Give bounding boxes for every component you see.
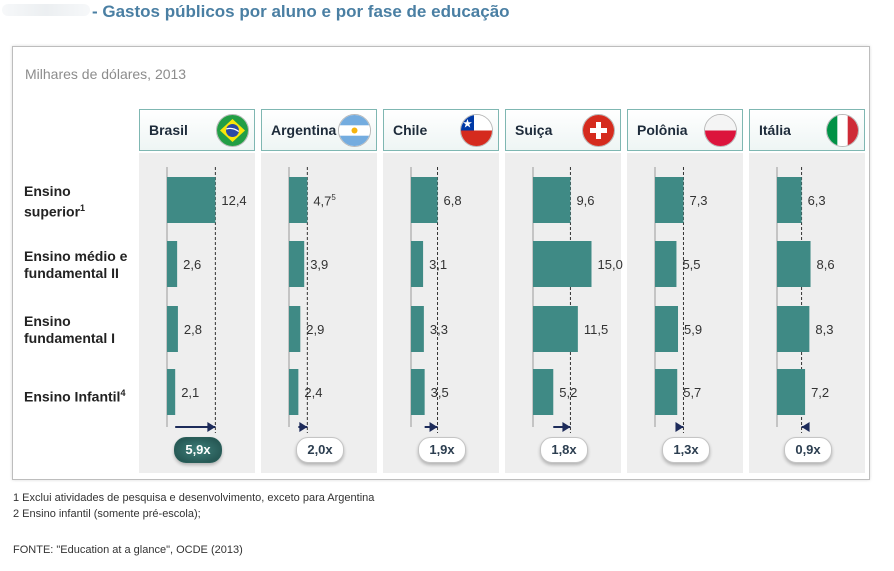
bar — [533, 177, 571, 223]
brazil-flag-icon — [216, 114, 249, 147]
value-label: 9,6 — [576, 193, 595, 208]
country-name: Argentina — [271, 122, 337, 138]
value-label: 2,8 — [183, 322, 202, 337]
value-label: 2,6 — [183, 257, 202, 272]
footnote-2: 2 Ensino infantil (somente pré-escola); — [13, 508, 201, 520]
bar — [533, 241, 592, 287]
value-label: 11,5 — [583, 322, 609, 337]
page-title: - Gastos públicos por aluno e por fase d… — [92, 2, 510, 21]
value-label: 3,3 — [429, 322, 448, 337]
value-label: 3,9 — [310, 257, 329, 272]
country-header: Polônia — [627, 109, 743, 151]
value-label: 2,1 — [181, 385, 200, 400]
value-label: 5,9 — [684, 322, 703, 337]
country-name: Polônia — [637, 122, 688, 138]
value-label: 3,5 — [430, 385, 449, 400]
bar — [167, 241, 178, 287]
bar — [777, 306, 810, 352]
units-label: Milhares de dólares, 2013 — [25, 66, 187, 82]
bar — [655, 306, 679, 352]
bar — [655, 369, 678, 415]
country-name: Brasil — [149, 122, 188, 138]
country-header: Brasil — [139, 109, 255, 151]
ratio-arrow-head — [429, 422, 438, 432]
value-label: 7,2 — [811, 385, 830, 400]
blurred-logo — [2, 4, 90, 16]
value-label: 6,8 — [443, 193, 462, 208]
bar — [777, 241, 811, 287]
value-label: 4,75 — [313, 193, 336, 209]
value-label: 2,4 — [304, 385, 323, 400]
ratio-arrow-head — [562, 422, 571, 432]
footnote-1: 1 Exclui atividades de pesquisa e desenv… — [13, 492, 375, 504]
chile-flag-icon — [460, 114, 493, 147]
value-label: 12,4 — [221, 193, 247, 208]
ratio-arrow-head — [207, 422, 216, 432]
ratio-badge: 1,9x — [418, 437, 466, 463]
bars-svg — [166, 167, 811, 433]
bar — [167, 369, 176, 415]
ratio-arrow-head — [801, 422, 810, 432]
bar — [289, 177, 308, 223]
value-label: 6,3 — [807, 193, 826, 208]
country-header: Itália — [749, 109, 865, 151]
value-label: 5,7 — [683, 385, 702, 400]
bar — [655, 177, 684, 223]
value-label: 5,2 — [559, 385, 578, 400]
italy-flag-icon — [826, 114, 859, 147]
country-column-bg — [383, 153, 499, 473]
value-label: 8,6 — [816, 257, 835, 272]
country-header: Chile — [383, 109, 499, 151]
switzerland-flag-icon — [582, 114, 615, 147]
value-label: 7,3 — [689, 193, 708, 208]
ratio-badge: 2,0x — [296, 437, 344, 463]
bar — [533, 306, 578, 352]
ratio-badge: 5,9x — [174, 437, 222, 463]
value-label: 15,0 — [597, 257, 623, 272]
chart-panel: Milhares de dólares, 2013 Ensino superior… — [12, 46, 870, 480]
country-name: Chile — [393, 122, 428, 138]
value-label: 5,5 — [682, 257, 701, 272]
bar — [411, 306, 424, 352]
row-label: Ensino superior1 — [24, 183, 86, 220]
bar — [167, 306, 178, 352]
bar — [777, 177, 802, 223]
bar — [289, 241, 305, 287]
bar — [167, 177, 216, 223]
ratio-badge: 1,3x — [662, 437, 710, 463]
country-name: Itália — [759, 122, 791, 138]
ratio-arrow-head — [299, 422, 308, 432]
value-label: 8,3 — [815, 322, 834, 337]
country-header: Argentina — [261, 109, 377, 151]
ratio-badge: 1,8x — [540, 437, 588, 463]
argentina-flag-icon — [338, 114, 371, 147]
bar — [655, 241, 677, 287]
row-label: Ensino fundamental I — [24, 313, 116, 346]
poland-flag-icon — [704, 114, 737, 147]
ratio-arrow-head — [675, 422, 684, 432]
bar — [411, 369, 425, 415]
country-header: Suiça — [505, 109, 621, 151]
bar — [533, 369, 554, 415]
value-label: 2,9 — [306, 322, 325, 337]
bar — [411, 241, 424, 287]
bar — [777, 369, 806, 415]
bar — [289, 306, 301, 352]
country-column-bg — [261, 153, 377, 473]
ratio-badge: 0,9x — [784, 437, 832, 463]
row-label: Ensino Infantil4 — [24, 388, 126, 405]
row-label: Ensino médio e fundamental II — [24, 248, 128, 281]
source-note: FONTE: "Education at a glance", OCDE (20… — [13, 544, 243, 556]
country-column-bg — [627, 153, 743, 473]
country-name: Suiça — [515, 122, 553, 138]
value-label: 3,1 — [429, 257, 448, 272]
bar — [289, 369, 299, 415]
bar — [411, 177, 438, 223]
